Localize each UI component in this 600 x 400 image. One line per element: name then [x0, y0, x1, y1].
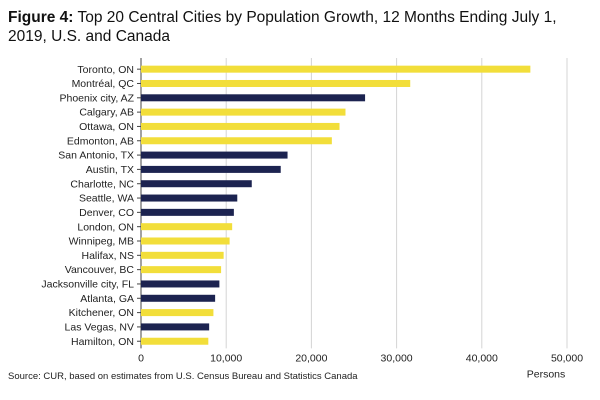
- x-tick-label: 0: [138, 352, 144, 364]
- bar: [141, 65, 531, 73]
- category-label: Vancouver, BC: [65, 264, 135, 276]
- category-label: Ottawa, ON: [79, 121, 134, 133]
- x-tick-label: 20,000: [295, 352, 327, 364]
- x-tick-label: 30,000: [381, 352, 413, 364]
- bar: [141, 294, 216, 302]
- chart-title: Figure 4: Top 20 Central Cities by Popul…: [8, 8, 588, 46]
- bar: [141, 122, 340, 130]
- category-label: Jacksonville city, FL: [41, 279, 134, 291]
- x-axis-label: Persons: [527, 368, 566, 380]
- category-label: Toronto, ON: [77, 64, 134, 76]
- figure-label: Figure 4:: [8, 9, 74, 26]
- category-label: Kitchener, ON: [69, 307, 134, 319]
- bar: [141, 165, 281, 173]
- x-tick-label: 40,000: [466, 352, 498, 364]
- category-label: Atlanta, GA: [80, 293, 134, 305]
- category-label: Denver, CO: [79, 207, 134, 219]
- figure-title: Top 20 Central Cities by Population Grow…: [8, 9, 557, 45]
- category-label: Phoenix city, AZ: [59, 92, 134, 104]
- bar: [141, 94, 366, 102]
- category-label: Halifax, NS: [81, 250, 134, 262]
- category-label: London, ON: [77, 221, 134, 233]
- bar: [141, 151, 288, 159]
- category-label: Las Vegas, NV: [65, 322, 134, 334]
- bar: [141, 280, 220, 288]
- bar: [141, 251, 224, 259]
- x-tick-label: 10,000: [210, 352, 242, 364]
- bar: [141, 266, 222, 274]
- category-label: Charlotte, NC: [70, 178, 134, 190]
- bar: [141, 79, 411, 87]
- bar: [141, 108, 346, 116]
- category-label: Seattle, WA: [79, 193, 134, 205]
- bar: [141, 337, 209, 345]
- bar: [141, 194, 238, 202]
- category-label: Winnipeg, MB: [69, 236, 134, 248]
- bar: [141, 323, 210, 331]
- category-label: Hamilton, ON: [71, 336, 134, 348]
- bar: [141, 309, 214, 317]
- category-label: San Antonio, TX: [58, 150, 134, 162]
- category-label: Calgary, AB: [79, 107, 134, 119]
- bar: [141, 180, 252, 188]
- x-tick-label: 50,000: [551, 352, 583, 364]
- source-note: Source: CUR, based on estimates from U.S…: [8, 371, 358, 382]
- category-label: Montréal, QC: [72, 78, 135, 90]
- category-label: Austin, TX: [86, 164, 134, 176]
- bar: [141, 237, 230, 245]
- bar: [141, 137, 332, 145]
- category-label: Edmonton, AB: [67, 135, 134, 147]
- bar: [141, 223, 233, 231]
- bar: [141, 208, 234, 216]
